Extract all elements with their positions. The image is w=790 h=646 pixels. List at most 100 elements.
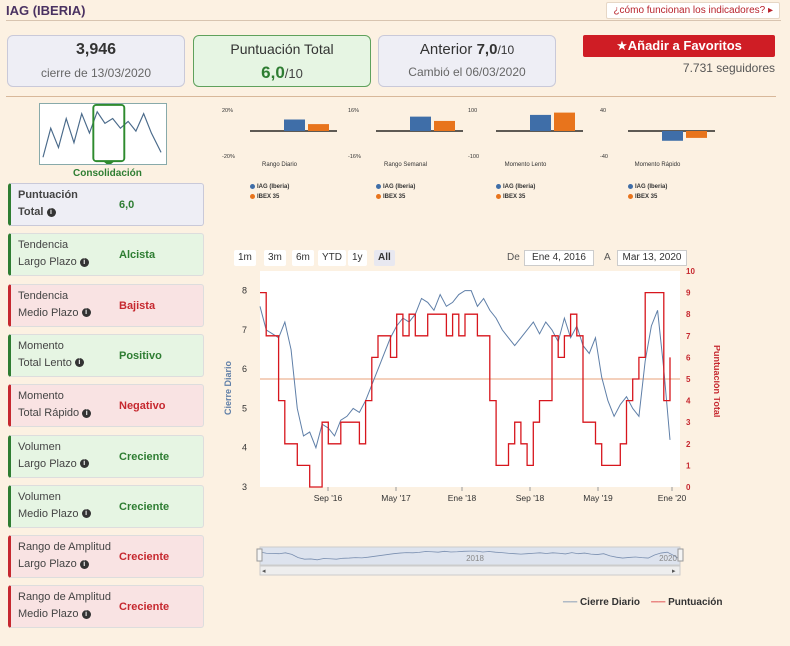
indicator-value: Creciente — [119, 601, 170, 614]
x-tick-label: May '17 — [381, 493, 411, 503]
legend-item-label: IAG (Iberia) — [383, 184, 416, 191]
x-tick-label: Ene '20 — [658, 493, 687, 503]
legend-item-label: IBEX 35 — [635, 194, 658, 201]
range-tick-top: 16% — [348, 108, 359, 114]
y-axis-title: Cierre Diario — [223, 360, 233, 415]
y-tick-label: 6 — [242, 364, 247, 374]
y-tick-label: 4 — [242, 443, 247, 453]
range-tick-bottom: -20% — [222, 154, 235, 160]
range-bar — [308, 124, 329, 131]
legend-dot-icon — [250, 184, 255, 189]
range-bar — [662, 131, 683, 141]
pattern-thumbnail[interactable] — [39, 103, 167, 165]
indicator-label-line2-text: Total Rápido — [18, 407, 80, 420]
legend-dot-icon — [496, 184, 501, 189]
price-score-chart[interactable]: 3 4 5 6 7 8 0 1 2 3 4 5 6 7 8 9 10 Sep '16 May '17 Ene '18 S… — [220, 265, 720, 585]
indicator-value: Bajista — [119, 299, 156, 312]
y2-tick-label: 0 — [686, 483, 691, 492]
info-icon[interactable]: i — [46, 207, 56, 217]
range-button[interactable]: 3m — [264, 250, 286, 266]
date-from-input[interactable]: Ene 4, 2016 — [524, 250, 594, 266]
navigator-label: 2020 — [659, 554, 677, 563]
indicator-card[interactable]: Puntuación Total i 6,0 — [8, 183, 204, 226]
close-price-box: 3,946 cierre de 13/03/2020 — [7, 35, 185, 87]
indicator-card[interactable]: Tendencia Medio Plazo i Bajista — [8, 283, 204, 327]
legend-line-icon: ── — [651, 597, 666, 608]
pattern-line — [42, 110, 162, 158]
date-from-label: De — [507, 252, 520, 263]
legend-puntuacion: Puntuación — [668, 597, 723, 608]
indicators-help-link[interactable]: ¿cómo funcionan los indicadores? ▸ — [606, 2, 780, 19]
indicator-card[interactable]: Momento Total Rápido i Negativo — [8, 384, 204, 428]
range-tick-top: 100 — [468, 108, 477, 114]
indicator-label-line1: Puntuación — [18, 189, 78, 201]
legend-cierre: Cierre Diario — [579, 597, 640, 608]
y-tick-label: 5 — [242, 403, 247, 413]
indicator-value: Negativo — [119, 400, 166, 413]
y2-axis-title: Puntuación Total — [712, 345, 720, 417]
legend-item: IBEX 35 — [628, 194, 657, 200]
indicator-label-line2-text: Total — [18, 206, 44, 218]
range-chart-title: Rango Semanal — [383, 162, 428, 168]
chart-legend[interactable]: ── Cierre Diario ── Puntuación — [563, 597, 723, 608]
info-icon[interactable]: i — [79, 257, 89, 267]
date-to-input[interactable]: Mar 13, 2020 — [617, 250, 687, 266]
y2-tick-label: 5 — [686, 375, 691, 384]
y-tick-label: 3 — [242, 482, 247, 492]
y-tick-label: 8 — [242, 286, 247, 296]
indicator-label-line1: Momento — [18, 339, 64, 352]
indicator-card[interactable]: Volumen Medio Plazo i Creciente — [8, 484, 204, 528]
legend-item: IAG (Iberia) — [628, 184, 667, 190]
y2-tick-label: 9 — [686, 289, 691, 298]
range-tick-bottom: -40 — [600, 154, 608, 160]
indicator-label-line2: Total i — [18, 204, 128, 221]
y2-tick-label: 8 — [686, 310, 691, 319]
info-icon[interactable]: i — [74, 358, 84, 368]
range-button[interactable]: YTD — [318, 250, 346, 266]
legend-dot-icon — [628, 194, 633, 199]
legend-line-icon: ── — [563, 597, 578, 608]
info-icon[interactable]: i — [79, 459, 89, 469]
indicator-label-line2-text: Largo Plazo — [18, 256, 77, 269]
range-tick-bottom: -100 — [468, 154, 479, 160]
range-bar — [530, 114, 551, 131]
indicator-label-line2-text: Medio Plazo — [18, 306, 79, 319]
previous-score-box: Anterior 7,0/10 Cambió el 06/03/2020 — [378, 35, 556, 87]
legend-item: IBEX 35 — [496, 194, 525, 200]
indicator-label-line2-text: Largo Plazo — [18, 457, 77, 470]
legend-item-label: IBEX 35 — [257, 194, 280, 201]
indicator-label-line2: Medio Plazo i — [18, 506, 128, 523]
legend-dot-icon — [496, 194, 501, 199]
range-button[interactable]: 1m — [234, 250, 256, 266]
previous-label: Anterior — [419, 41, 473, 58]
info-icon[interactable]: i — [82, 408, 92, 418]
legend-dot-icon — [628, 184, 633, 189]
indicator-label-line2: Total Rápido i — [18, 405, 128, 422]
range-chart: 16% -16% Rango Semanal IAG (Iberia) IBEX 35 — [348, 104, 463, 204]
info-icon[interactable]: i — [81, 308, 91, 318]
range-button[interactable]: All — [374, 250, 395, 266]
close-price-value: 3,946 — [75, 41, 117, 58]
indicator-card[interactable]: Rango de Amplitud Medio Plazo i Creciente — [8, 585, 204, 629]
previous-changed-date: Cambió el 06/03/2020 — [408, 65, 526, 79]
indicator-card[interactable]: Momento Total Lento i Positivo — [8, 333, 204, 377]
legend-item: IAG (Iberia) — [250, 184, 289, 190]
y2-tick-label: 2 — [686, 440, 691, 449]
indicator-card[interactable]: Tendencia Largo Plazo i Alcista — [8, 233, 204, 277]
range-bar — [434, 120, 455, 131]
range-chart-title: Momento Lento — [504, 162, 547, 168]
range-tick-bottom: -16% — [348, 154, 361, 160]
add-favorites-button[interactable]: ★Añadir a Favoritos — [583, 35, 775, 57]
info-icon[interactable]: i — [79, 559, 89, 569]
info-icon[interactable]: i — [81, 609, 91, 619]
previous-score-max: /10 — [497, 43, 515, 57]
range-button[interactable]: 1y — [348, 250, 367, 266]
indicator-card[interactable]: Volumen Largo Plazo i Creciente — [8, 434, 204, 478]
indicator-value: Creciente — [119, 551, 170, 564]
indicator-label-line2: Largo Plazo i — [18, 456, 128, 473]
indicator-label-line2-text: Total Lento — [18, 356, 72, 369]
info-icon[interactable]: i — [81, 509, 91, 519]
legend-item: IAG (Iberia) — [496, 184, 535, 190]
range-button[interactable]: 6m — [292, 250, 314, 266]
indicator-card[interactable]: Rango de Amplitud Largo Plazo i Creciente — [8, 535, 204, 579]
